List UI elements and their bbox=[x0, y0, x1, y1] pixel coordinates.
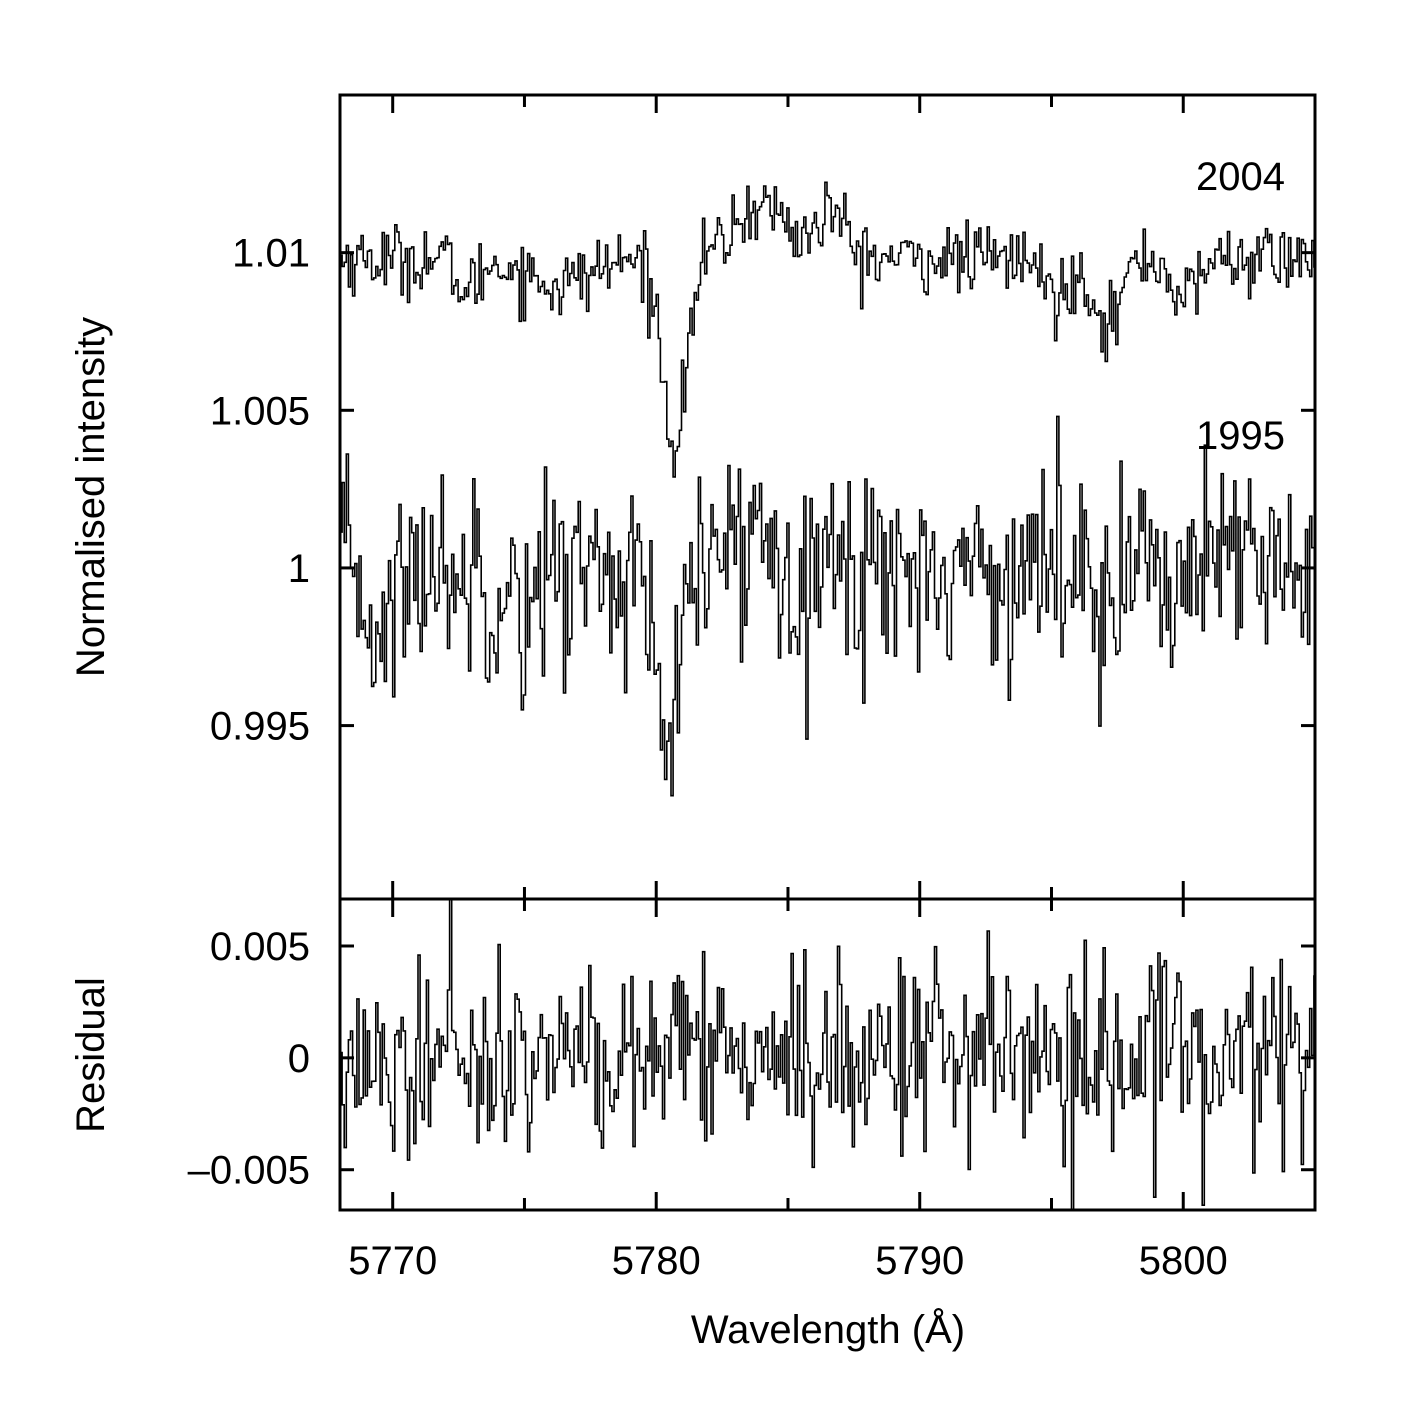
series-label-1995: 1995 bbox=[1196, 414, 1285, 458]
x-tick-label: 5800 bbox=[1139, 1239, 1228, 1283]
top-ticks: 1.01 1.005 1 0.995 bbox=[210, 95, 1317, 899]
y-tick-label: 1 bbox=[288, 547, 310, 591]
x-tick-label: 5770 bbox=[348, 1239, 437, 1283]
y-tick-label: 1.005 bbox=[210, 389, 310, 433]
bottom-panel: 0.005 0 –0.005 5770 5780 5790 5800 Residual Wa… bbox=[69, 897, 1317, 1352]
series-line-1995 bbox=[340, 415, 1315, 797]
series-line-2004 bbox=[340, 181, 1315, 478]
y-tick-label: 0.005 bbox=[210, 925, 310, 969]
bottom-ticks: 0.005 0 –0.005 5770 5780 5790 5800 bbox=[188, 899, 1317, 1283]
top-plot-frame bbox=[338, 93, 1317, 901]
top-traces bbox=[340, 181, 1315, 797]
bottom-plot-frame bbox=[338, 897, 1317, 1212]
y-tick-label: –0.005 bbox=[188, 1149, 310, 1193]
bottom-traces bbox=[340, 898, 1315, 1211]
x-tick-label: 5790 bbox=[875, 1239, 964, 1283]
x-tick-label: 5780 bbox=[612, 1239, 701, 1283]
top-panel: 1.01 1.005 1 0.995 2004 1995 Normalised int… bbox=[69, 93, 1317, 901]
y-axis-title-bottom: Residual bbox=[69, 977, 113, 1133]
y-tick-label: 1.01 bbox=[232, 232, 310, 276]
series-label-2004: 2004 bbox=[1196, 155, 1285, 199]
series-line-residual bbox=[340, 898, 1315, 1211]
x-axis-title: Wavelength (Å) bbox=[691, 1307, 965, 1352]
y-tick-label: 0.995 bbox=[210, 705, 310, 749]
y-axis-title-top: Normalised intensity bbox=[69, 317, 113, 677]
y-tick-label: 0 bbox=[288, 1037, 310, 1081]
